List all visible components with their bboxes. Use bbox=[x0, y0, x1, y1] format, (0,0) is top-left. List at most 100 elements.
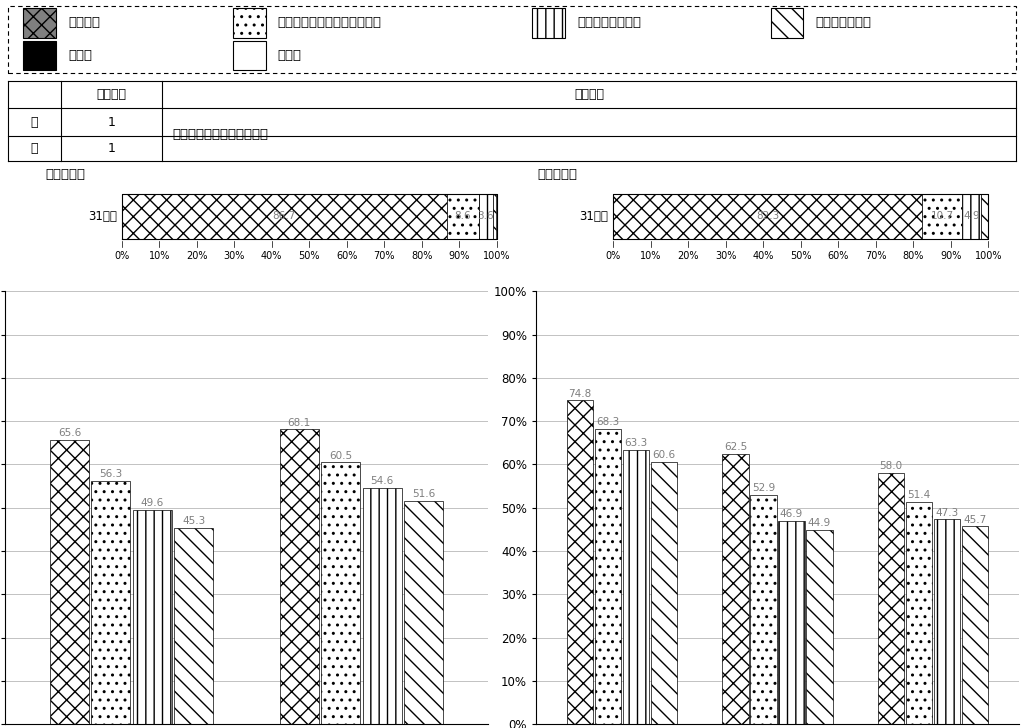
Text: 52.9: 52.9 bbox=[752, 483, 775, 494]
Bar bbox=[806, 530, 833, 724]
Text: 70%: 70% bbox=[865, 251, 887, 261]
Text: 58.0: 58.0 bbox=[880, 462, 903, 472]
Text: 68.3: 68.3 bbox=[596, 417, 620, 427]
Text: 10%: 10% bbox=[640, 251, 662, 261]
Text: 40%: 40% bbox=[261, 251, 283, 261]
Bar bbox=[404, 501, 443, 724]
Bar bbox=[50, 440, 89, 724]
Bar bbox=[133, 510, 172, 724]
Text: その他: その他 bbox=[68, 49, 92, 62]
Text: 60%: 60% bbox=[827, 251, 849, 261]
Bar bbox=[878, 473, 904, 724]
Text: 51.4: 51.4 bbox=[907, 490, 931, 500]
Text: 31年度: 31年度 bbox=[88, 210, 117, 223]
Text: 0%: 0% bbox=[606, 251, 621, 261]
Text: 小: 小 bbox=[31, 116, 38, 129]
Bar bbox=[174, 528, 213, 724]
Bar bbox=[906, 502, 933, 724]
Text: 100%: 100% bbox=[975, 251, 1002, 261]
Bar bbox=[981, 194, 988, 240]
Text: 30%: 30% bbox=[715, 251, 736, 261]
Text: 31年度: 31年度 bbox=[580, 210, 608, 223]
Bar bbox=[623, 450, 649, 724]
Bar bbox=[922, 194, 963, 240]
Bar bbox=[613, 194, 922, 240]
Text: 中: 中 bbox=[31, 142, 38, 155]
Text: 質問番号: 質問番号 bbox=[96, 88, 127, 101]
Bar bbox=[362, 488, 401, 724]
Text: 【中学校】: 【中学校】 bbox=[538, 168, 578, 181]
Text: 40%: 40% bbox=[753, 251, 774, 261]
Bar bbox=[91, 480, 130, 724]
Text: 90%: 90% bbox=[940, 251, 962, 261]
Text: 49.6: 49.6 bbox=[140, 498, 164, 508]
Text: 20%: 20% bbox=[186, 251, 208, 261]
Text: 1: 1 bbox=[108, 142, 116, 155]
Text: 82.3: 82.3 bbox=[756, 211, 779, 221]
Text: 63.3: 63.3 bbox=[625, 438, 647, 448]
Text: 20%: 20% bbox=[678, 251, 699, 261]
Text: 51.6: 51.6 bbox=[412, 489, 435, 499]
Bar bbox=[446, 194, 479, 240]
Text: 朝食を毎日食べていますか: 朝食を毎日食べていますか bbox=[172, 128, 268, 141]
Text: 54.6: 54.6 bbox=[371, 476, 394, 486]
Bar bbox=[493, 194, 497, 240]
Text: 80%: 80% bbox=[411, 251, 432, 261]
Text: 46.9: 46.9 bbox=[780, 510, 803, 520]
Text: 全くしていない: 全くしていない bbox=[815, 16, 871, 29]
Text: 0%: 0% bbox=[114, 251, 129, 261]
Text: 80%: 80% bbox=[903, 251, 924, 261]
Text: 30%: 30% bbox=[223, 251, 245, 261]
Bar bbox=[566, 400, 593, 724]
Text: 10.7: 10.7 bbox=[931, 211, 953, 221]
Bar bbox=[770, 8, 803, 38]
Text: 無回答: 無回答 bbox=[278, 49, 302, 62]
Text: 45.7: 45.7 bbox=[964, 515, 987, 525]
Text: 60.5: 60.5 bbox=[329, 451, 352, 461]
Text: 44.9: 44.9 bbox=[808, 518, 831, 528]
Text: 45.3: 45.3 bbox=[182, 516, 205, 526]
Text: 60%: 60% bbox=[336, 251, 357, 261]
Bar bbox=[122, 194, 446, 240]
Bar bbox=[233, 41, 265, 71]
Bar bbox=[963, 194, 981, 240]
Text: 50%: 50% bbox=[791, 251, 812, 261]
Text: 68.1: 68.1 bbox=[288, 418, 311, 427]
Text: 65.6: 65.6 bbox=[58, 429, 81, 438]
FancyBboxPatch shape bbox=[8, 6, 1016, 73]
Text: あまりしていない: あまりしていない bbox=[577, 16, 641, 29]
Text: 86.7: 86.7 bbox=[272, 211, 296, 221]
Bar bbox=[934, 520, 961, 724]
Text: 74.8: 74.8 bbox=[568, 389, 592, 399]
Bar bbox=[751, 495, 776, 724]
Bar bbox=[778, 521, 805, 724]
Bar bbox=[322, 462, 360, 724]
Text: 60.6: 60.6 bbox=[652, 450, 676, 460]
Text: 1: 1 bbox=[108, 116, 116, 129]
Text: 質問事項: 質問事項 bbox=[574, 88, 604, 101]
Text: 100%: 100% bbox=[483, 251, 511, 261]
Text: 3.6: 3.6 bbox=[477, 211, 495, 221]
Text: 【小学校】: 【小学校】 bbox=[46, 168, 86, 181]
Text: どちらかといえば，している: どちらかといえば，している bbox=[278, 16, 382, 29]
Bar bbox=[24, 8, 55, 38]
Text: 47.3: 47.3 bbox=[936, 507, 958, 518]
Text: 4.9: 4.9 bbox=[964, 211, 980, 221]
Bar bbox=[532, 8, 564, 38]
Text: 50%: 50% bbox=[299, 251, 319, 261]
Text: 62.5: 62.5 bbox=[724, 442, 748, 452]
Bar bbox=[963, 526, 988, 724]
Bar bbox=[722, 454, 749, 724]
Bar bbox=[650, 462, 677, 724]
Text: 90%: 90% bbox=[449, 251, 470, 261]
Bar bbox=[24, 41, 55, 71]
Bar bbox=[233, 8, 265, 38]
Text: 70%: 70% bbox=[374, 251, 395, 261]
Bar bbox=[595, 429, 621, 724]
Bar bbox=[479, 194, 493, 240]
Text: している: している bbox=[68, 16, 100, 29]
Text: 56.3: 56.3 bbox=[99, 469, 123, 479]
Text: 8.6: 8.6 bbox=[455, 211, 471, 221]
Bar bbox=[280, 430, 318, 724]
Text: 10%: 10% bbox=[148, 251, 170, 261]
